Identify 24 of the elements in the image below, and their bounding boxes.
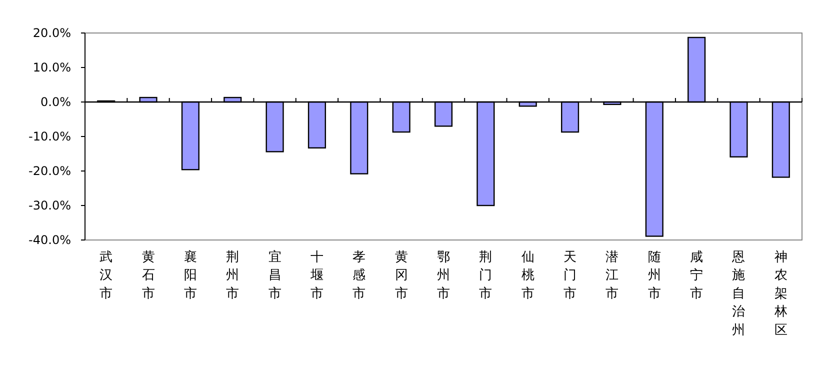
y-tick-label: -30.0% [28, 198, 71, 213]
x-tick-label: 孝感市 [352, 250, 366, 302]
x-tick-label: 随州市 [648, 250, 661, 302]
x-tick-label: 荆州市 [226, 250, 240, 302]
x-tick-label: 宜昌市 [268, 249, 282, 302]
x-tick-label: 天门市 [564, 250, 577, 302]
x-tick-label: 神农架林区 [773, 250, 788, 338]
x-tick-label: 仙桃市 [521, 250, 534, 302]
x-tick-label: 襄阳市 [184, 249, 197, 302]
y-tick-label: 10.0% [32, 60, 71, 75]
y-tick-label: 20.0% [32, 26, 71, 40]
y-tick-label: -40.0% [28, 233, 71, 248]
x-tick-label: 武汉市 [100, 250, 113, 302]
x-tick-label: 十堰市 [309, 250, 324, 302]
x-tick-label: 黄石市 [142, 250, 155, 302]
y-tick-label: -10.0% [28, 130, 71, 144]
x-tick-label: 咸宁市 [690, 250, 704, 302]
x-tick-label: 潜江市 [606, 250, 619, 302]
x-tick-label: 黄冈市 [394, 250, 408, 302]
y-tick-label: -20.0% [28, 164, 71, 178]
y-tick-label: 0.0% [40, 95, 71, 110]
x-tick-label: 鄂州市 [437, 250, 450, 302]
x-tick-label: 恩施自治州 [731, 250, 746, 338]
x-tick-label: 荆门市 [479, 250, 492, 302]
